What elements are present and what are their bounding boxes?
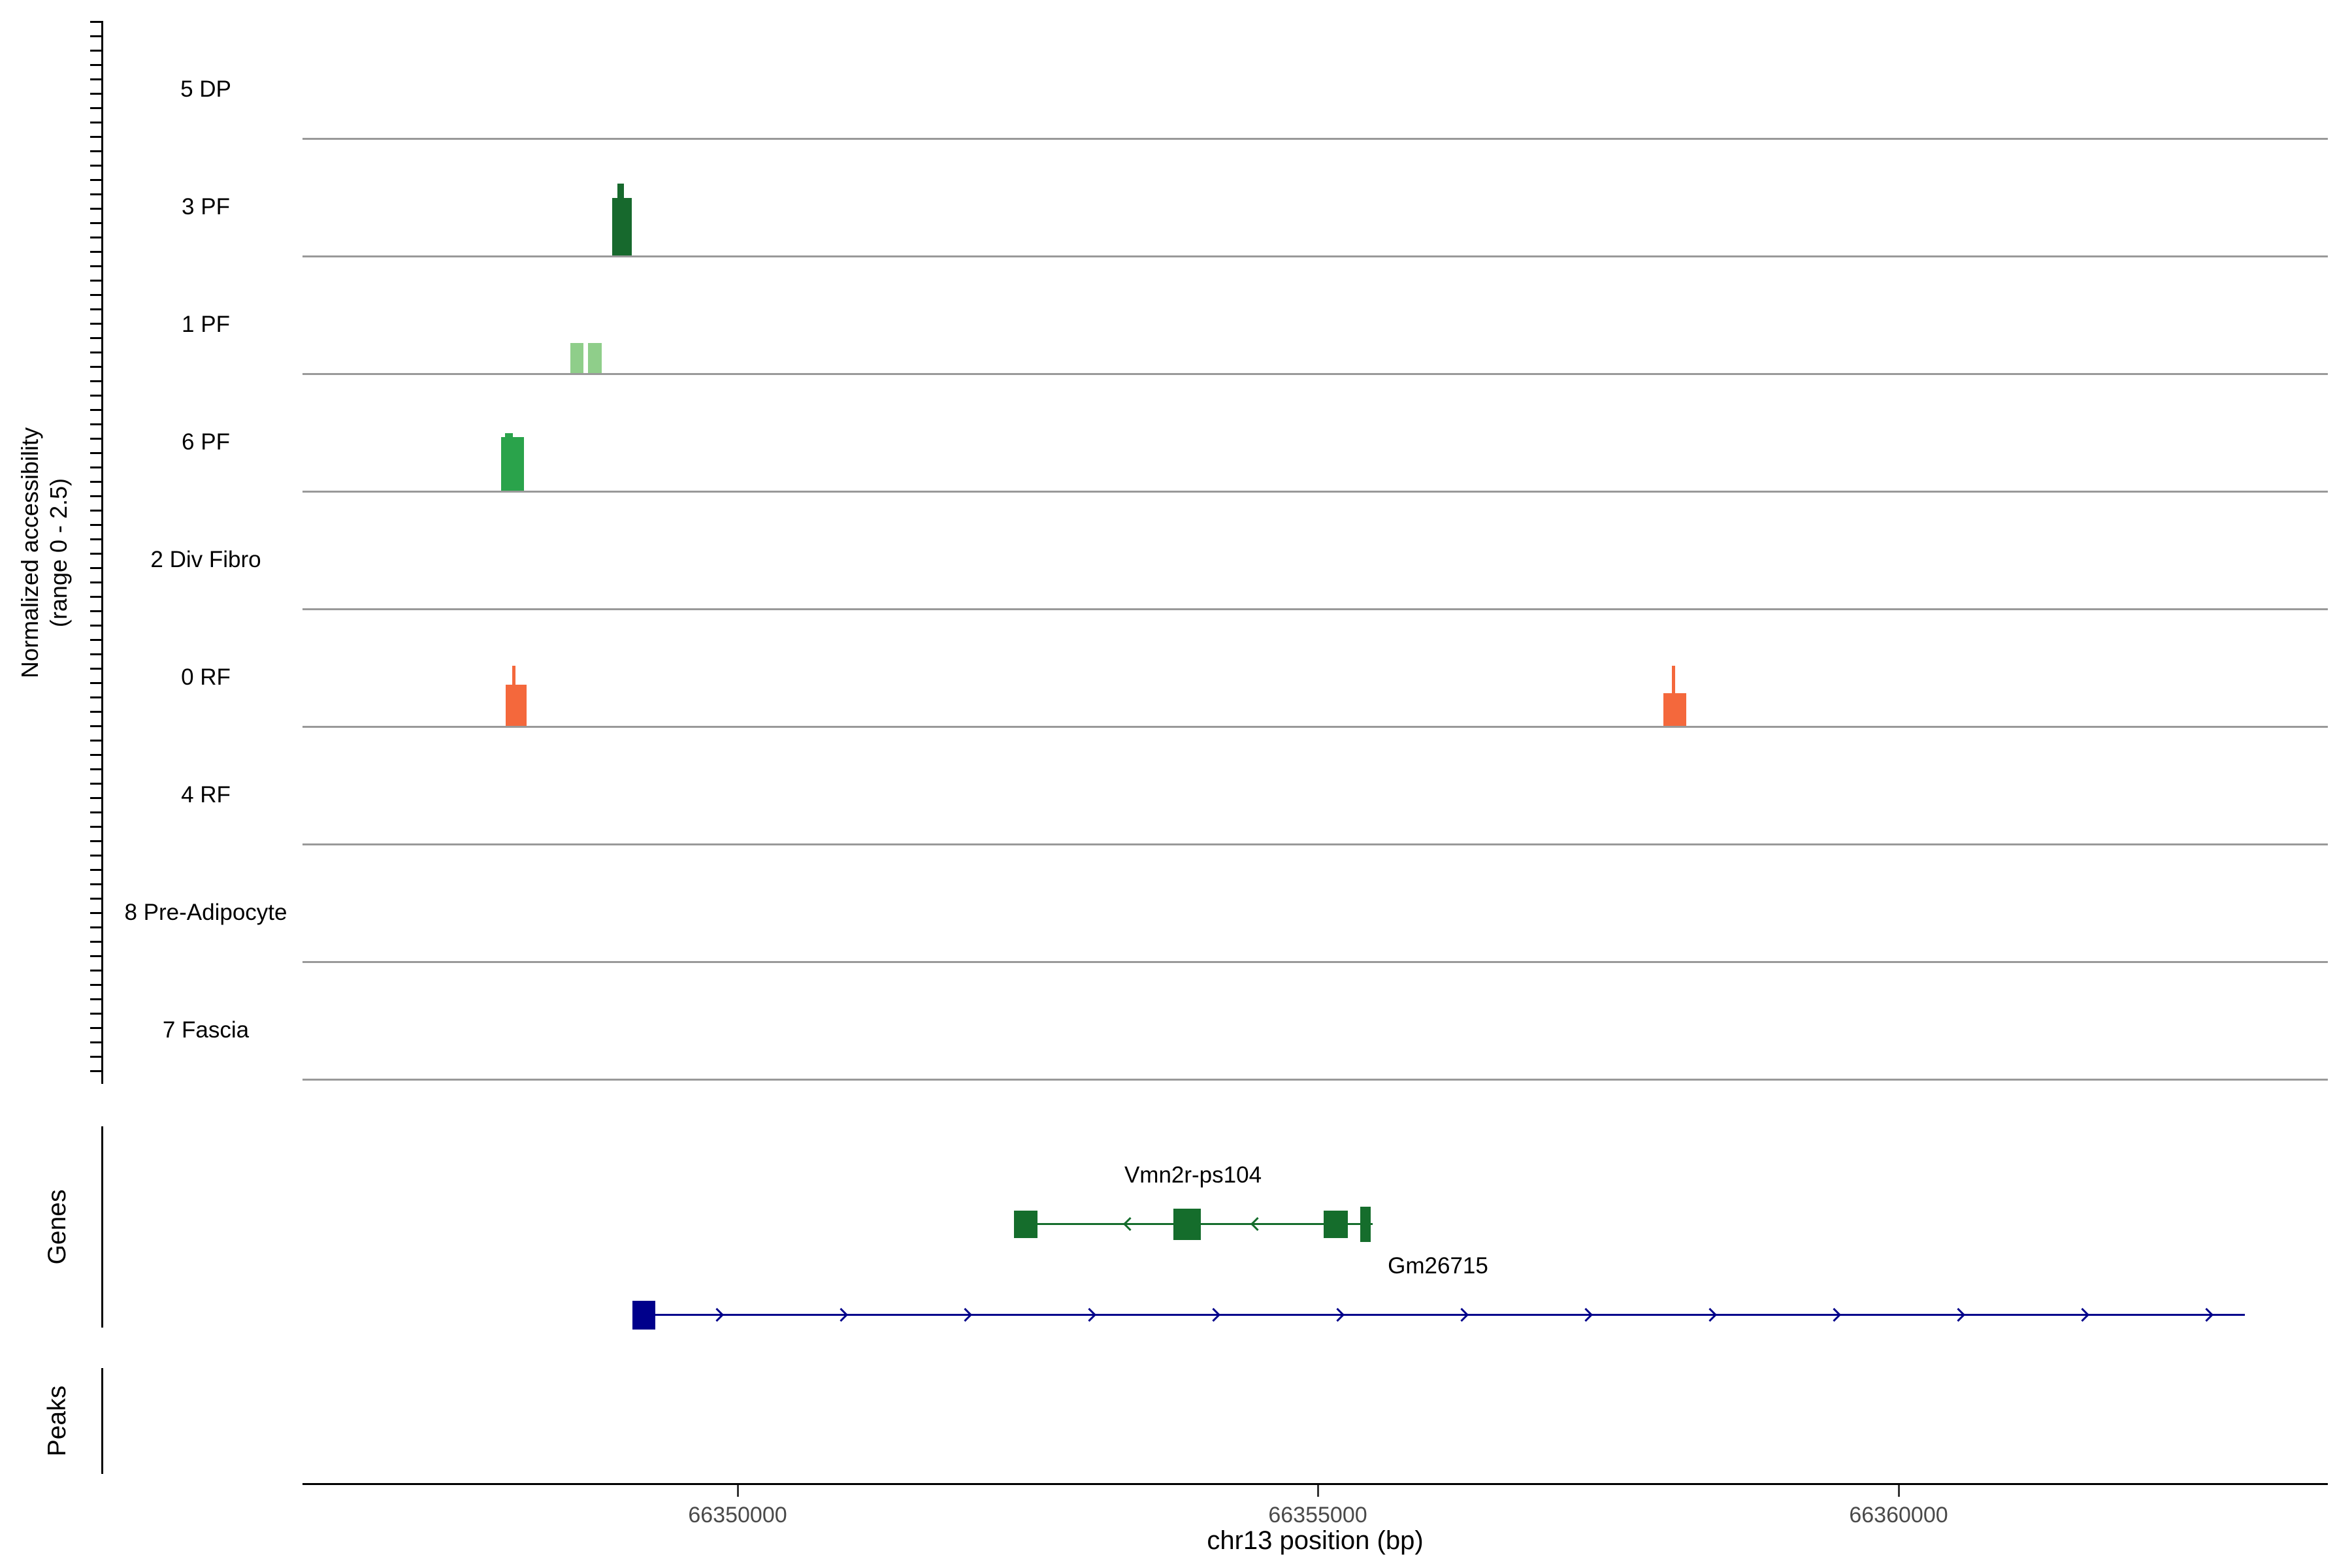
accessibility-peak [506, 685, 527, 726]
track-label: 7 Fascia [162, 1017, 250, 1043]
track-label: 0 RF [181, 664, 231, 690]
track-baseline [302, 961, 2328, 963]
genes-section-bracket [101, 1126, 103, 1328]
strand-arrow-icon [1250, 1217, 1265, 1232]
track-baseline [302, 491, 2328, 493]
accessibility-peak [512, 666, 515, 726]
track-label: 1 PF [182, 312, 230, 337]
y-axis-ruler-ticks [90, 21, 101, 1084]
track-baseline [302, 138, 2328, 140]
peaks-section-label: Peaks [43, 1385, 71, 1457]
gene-body-line [632, 1314, 2245, 1316]
strand-arrow-icon [834, 1307, 849, 1322]
y-axis-label-line1: Normalized accessibility [16, 427, 43, 679]
x-axis-tick-label: 66360000 [1849, 1503, 1948, 1527]
x-axis-tick-label: 66355000 [1268, 1503, 1367, 1527]
y-axis-label: Normalized accessibility (range 0 - 2.5) [16, 226, 73, 879]
x-axis-tick [1898, 1485, 1900, 1497]
track-label: 3 PF [182, 194, 230, 220]
strand-arrow-icon [1454, 1307, 1469, 1322]
gene-label: Vmn2r-ps104 [1124, 1162, 1262, 1188]
x-axis-tick-label: 66350000 [688, 1503, 787, 1527]
accessibility-peak [588, 343, 602, 373]
track-baseline [302, 1079, 2328, 1081]
track-baseline [302, 726, 2328, 728]
track-label: 4 RF [181, 782, 231, 808]
strand-arrow-icon [1578, 1307, 1593, 1322]
accessibility-peak [505, 433, 513, 491]
strand-arrow-icon [1827, 1307, 1842, 1322]
strand-arrow-icon [1951, 1307, 1966, 1322]
x-axis-line [302, 1483, 2328, 1485]
accessibility-peak [570, 343, 583, 373]
strand-arrow-icon [1082, 1307, 1097, 1322]
track-baseline [302, 373, 2328, 375]
accessibility-peak [1672, 666, 1675, 726]
strand-arrow-icon [1330, 1307, 1345, 1322]
gene-exon [1324, 1211, 1348, 1238]
genes-section-label: Genes [43, 1189, 71, 1265]
strand-arrow-icon [2075, 1307, 2090, 1322]
x-axis-tick [1317, 1485, 1319, 1497]
gene-label: Gm26715 [1388, 1253, 1488, 1279]
track-label: 2 Div Fibro [150, 547, 261, 572]
track-label: 6 PF [182, 429, 230, 455]
gene-exon [1173, 1209, 1201, 1240]
accessibility-peak [617, 184, 624, 255]
strand-arrow-icon [1122, 1217, 1137, 1232]
gene-exon [632, 1301, 655, 1330]
x-axis-tick [737, 1485, 739, 1497]
strand-arrow-icon [1703, 1307, 1718, 1322]
gene-exon [1014, 1211, 1037, 1238]
strand-arrow-icon [1206, 1307, 1221, 1322]
strand-arrow-icon [958, 1307, 973, 1322]
strand-arrow-icon [710, 1307, 725, 1322]
track-label: 5 DP [180, 76, 231, 102]
track-baseline [302, 255, 2328, 257]
track-baseline [302, 843, 2328, 845]
track-baseline [302, 608, 2328, 610]
y-axis-ruler [101, 21, 103, 1084]
x-axis-title: chr13 position (bp) [1207, 1526, 1424, 1555]
track-label: 8 Pre-Adipocyte [124, 900, 287, 925]
strand-arrow-icon [2199, 1307, 2214, 1322]
gene-exon [1360, 1207, 1371, 1242]
peaks-section-bracket [101, 1368, 103, 1474]
